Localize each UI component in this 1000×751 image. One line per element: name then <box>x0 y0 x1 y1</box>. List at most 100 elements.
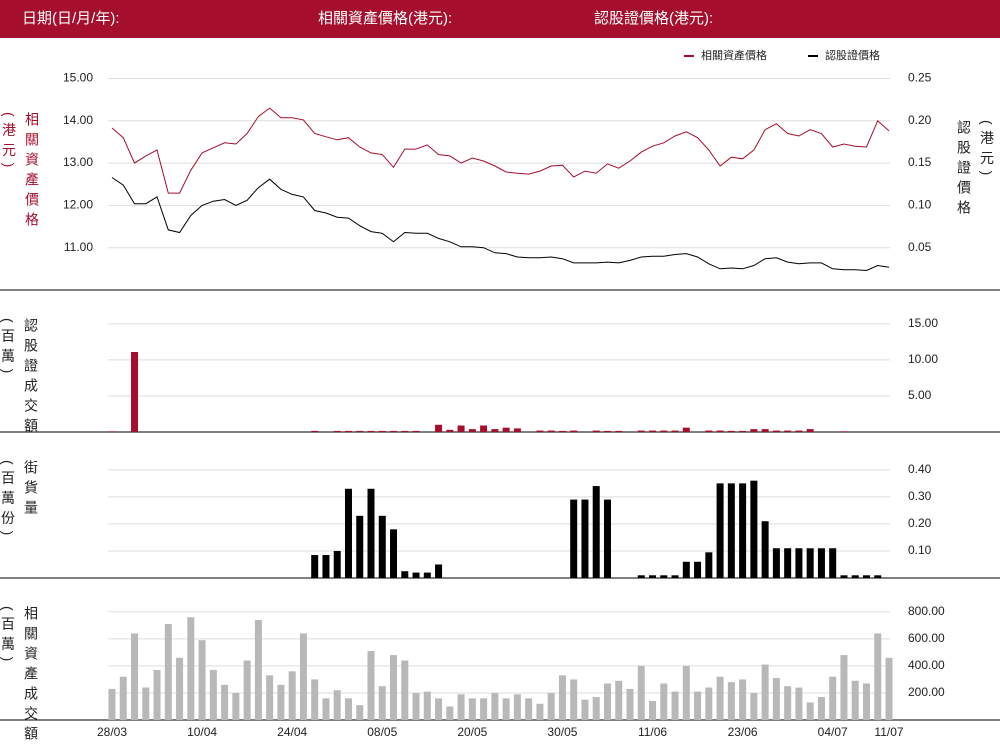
bar <box>649 575 657 578</box>
bar <box>603 683 611 720</box>
bar <box>603 430 611 432</box>
bar <box>356 705 364 720</box>
bar <box>390 655 398 720</box>
bar <box>558 430 566 432</box>
bar <box>694 561 702 578</box>
bar <box>311 679 319 720</box>
bar <box>795 548 803 578</box>
bar <box>108 431 116 432</box>
y-tick-label: 400.00 <box>908 658 945 672</box>
bar <box>592 430 600 432</box>
bar <box>558 675 566 720</box>
bar <box>660 575 668 578</box>
bar <box>311 430 319 432</box>
bar <box>547 692 555 720</box>
y-tick-label: 5.00 <box>908 388 932 402</box>
bar <box>378 430 386 432</box>
bar <box>322 698 330 720</box>
x-tick-label: 28/03 <box>97 725 127 739</box>
x-tick-label: 10/04 <box>187 725 217 739</box>
bar <box>660 430 668 432</box>
y-tick-label: 15.00 <box>63 71 93 85</box>
bar <box>468 429 476 432</box>
bar <box>480 425 488 432</box>
axis-label: (百萬) <box>0 606 16 667</box>
bar <box>761 429 769 432</box>
bar <box>637 665 645 720</box>
x-tick-label: 04/07 <box>818 725 848 739</box>
bar <box>119 676 127 720</box>
bar <box>750 480 758 578</box>
bar <box>739 483 747 578</box>
header-bar <box>0 0 1000 38</box>
bar <box>435 564 443 578</box>
legend-label: 相關資產價格 <box>701 48 767 62</box>
bar <box>232 692 240 720</box>
axis-label: 認股證成交額 <box>23 318 39 438</box>
bar <box>671 430 679 432</box>
bar <box>862 683 870 720</box>
bar <box>288 671 296 720</box>
bar <box>705 430 713 432</box>
bar <box>187 617 195 720</box>
bar <box>795 430 803 432</box>
bar <box>131 351 139 432</box>
bar <box>806 548 814 578</box>
bar <box>457 425 465 432</box>
bar <box>761 521 769 578</box>
bar <box>108 688 116 720</box>
bar <box>378 515 386 578</box>
bar <box>491 429 499 432</box>
bar <box>153 669 161 720</box>
bar <box>491 692 499 720</box>
bar <box>817 697 825 720</box>
bar <box>412 572 420 578</box>
y-tick-label: 800.00 <box>908 604 945 618</box>
bar <box>390 430 398 432</box>
bar <box>435 424 443 432</box>
y-tick-label: 11.00 <box>64 240 93 254</box>
bar <box>344 430 352 432</box>
legend-label: 認股證價格 <box>825 48 880 62</box>
bar <box>592 486 600 578</box>
bar <box>401 571 409 578</box>
bar <box>829 548 837 578</box>
bar <box>502 427 510 432</box>
bar <box>874 633 882 720</box>
x-tick-label: 23/06 <box>728 725 758 739</box>
bar <box>513 428 521 432</box>
bar <box>615 430 623 432</box>
x-tick-label: 24/04 <box>277 725 307 739</box>
bar <box>412 692 420 720</box>
y-tick-label: 0.40 <box>908 462 932 476</box>
bar <box>750 692 758 720</box>
bar <box>468 698 476 720</box>
bar <box>716 676 724 720</box>
axis-label: 認股證價格 <box>956 120 972 220</box>
bar <box>423 691 431 720</box>
bar <box>344 698 352 720</box>
bar <box>626 688 634 720</box>
line-series <box>111 107 890 194</box>
bar <box>164 623 172 720</box>
bar <box>367 488 375 578</box>
bar <box>356 430 364 432</box>
bar <box>570 679 578 720</box>
bar <box>570 430 578 432</box>
x-tick-label: 30/05 <box>547 725 577 739</box>
bar <box>536 703 544 720</box>
bar <box>761 664 769 720</box>
bar <box>344 488 352 578</box>
bar <box>401 430 409 432</box>
bar <box>716 483 724 578</box>
bar <box>660 683 668 720</box>
bar <box>795 687 803 720</box>
y-tick-label: 0.20 <box>908 113 932 127</box>
bar <box>277 684 285 720</box>
line-series <box>111 177 890 272</box>
axis-label: (百萬份) <box>0 460 16 541</box>
bar <box>772 548 780 578</box>
bar <box>649 701 657 720</box>
bar <box>333 690 341 720</box>
bar <box>694 691 702 720</box>
